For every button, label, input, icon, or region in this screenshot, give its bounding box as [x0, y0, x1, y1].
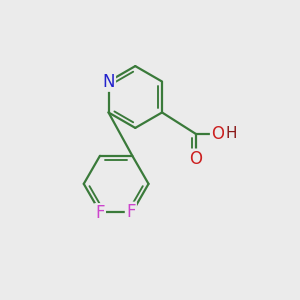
- Text: F: F: [95, 204, 105, 222]
- Text: O: O: [211, 125, 224, 143]
- Text: H: H: [225, 126, 237, 141]
- Text: F: F: [126, 203, 136, 221]
- Text: N: N: [102, 73, 115, 91]
- Text: O: O: [189, 150, 202, 168]
